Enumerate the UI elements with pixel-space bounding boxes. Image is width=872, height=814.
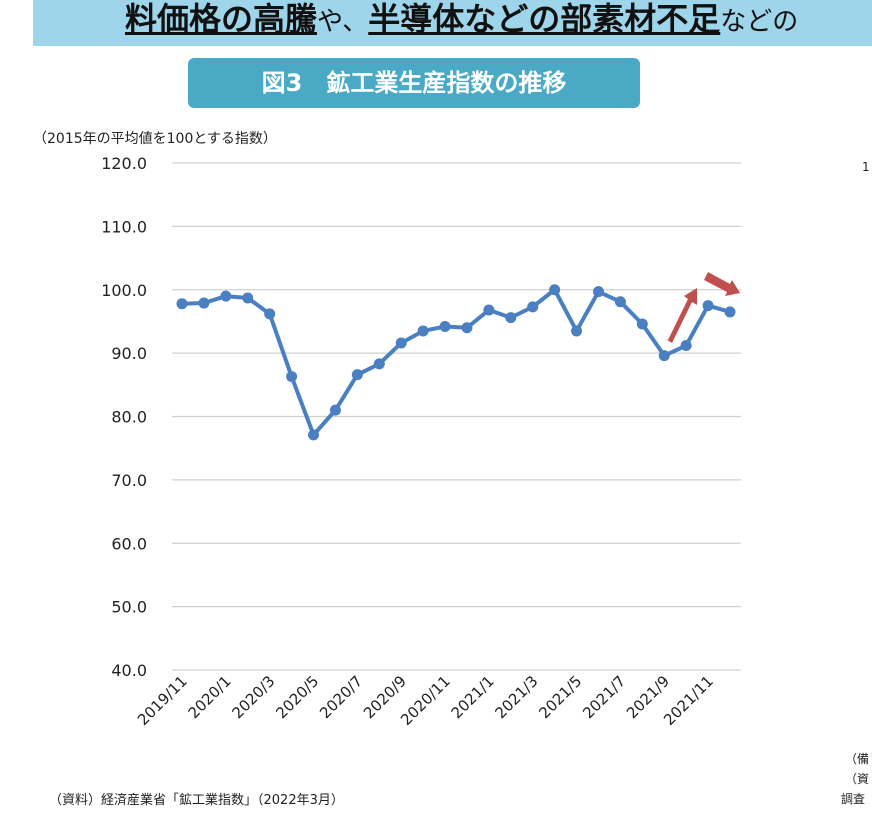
y-axis-unit-label: （2015年の平均値を100とする指数） xyxy=(33,131,277,147)
x-tick-label: 2020/1 xyxy=(185,672,235,722)
y-tick-label: 60.0 xyxy=(111,534,147,553)
data-point xyxy=(680,340,692,352)
y-tick-label: 120.0 xyxy=(101,154,147,173)
data-point xyxy=(527,301,539,313)
y-tick-label: 90.0 xyxy=(111,344,147,363)
banner-text-2: や、 xyxy=(317,7,369,37)
y-tick-label: 40.0 xyxy=(111,661,147,680)
data-point xyxy=(417,325,429,337)
data-point xyxy=(198,297,210,309)
data-point xyxy=(571,325,583,337)
data-point xyxy=(286,371,298,383)
x-tick-label: 2020/5 xyxy=(272,672,322,722)
side-fragment: （資 xyxy=(845,772,870,786)
data-point xyxy=(308,429,320,441)
y-tick-label: 70.0 xyxy=(111,471,147,490)
side-fragment: 1 xyxy=(862,160,870,174)
x-tick-label: 2021/1 xyxy=(448,672,498,722)
data-point xyxy=(702,300,714,312)
figure-title: 図3 鉱工業生産指数の推移 xyxy=(188,58,640,108)
trend-down-right-arrow xyxy=(704,272,740,296)
data-point xyxy=(614,296,626,308)
side-fragment: 調査 xyxy=(841,792,866,806)
banner-text-1: 料価格の高騰 xyxy=(125,0,318,38)
banner-text-4: などの xyxy=(720,7,799,37)
x-tick-label: 2021/5 xyxy=(535,672,585,722)
x-tick-label: 2020/7 xyxy=(316,672,366,722)
trend-up-arrow xyxy=(664,288,697,343)
data-point xyxy=(220,290,232,302)
source-note: （資料）経済産業省「鉱工業指数」（2022年3月） xyxy=(49,793,344,808)
data-point xyxy=(395,337,407,349)
data-point xyxy=(176,298,188,310)
side-fragment: （備 xyxy=(845,752,870,766)
banner-text-3: 半導体などの部素材不足 xyxy=(368,0,721,38)
x-tick-label: 2021/7 xyxy=(579,672,629,722)
x-tick-label: 2020/3 xyxy=(228,672,278,722)
data-point xyxy=(549,284,561,296)
data-point xyxy=(658,350,670,362)
y-tick-label: 110.0 xyxy=(101,217,147,236)
data-point xyxy=(329,404,341,416)
data-point xyxy=(242,292,254,304)
data-point xyxy=(439,321,451,333)
banner-text: 料価格の高騰や、半導体などの部素材不足などの xyxy=(125,0,798,40)
series-line xyxy=(181,287,731,437)
x-tick-label: 2019/11 xyxy=(134,672,191,729)
data-point xyxy=(505,312,517,324)
data-point xyxy=(592,286,604,298)
data-point xyxy=(636,318,648,330)
data-point xyxy=(373,358,385,370)
x-tick-label: 2021/3 xyxy=(491,672,541,722)
y-tick-label: 100.0 xyxy=(101,281,147,300)
data-point xyxy=(351,369,363,381)
data-point xyxy=(724,306,736,318)
header-banner: 料価格の高騰や、半導体などの部素材不足などの xyxy=(33,0,872,46)
y-tick-label: 80.0 xyxy=(111,408,147,427)
data-point xyxy=(483,304,495,316)
data-point xyxy=(264,308,276,320)
y-tick-label: 50.0 xyxy=(111,598,147,617)
data-point xyxy=(461,322,473,334)
